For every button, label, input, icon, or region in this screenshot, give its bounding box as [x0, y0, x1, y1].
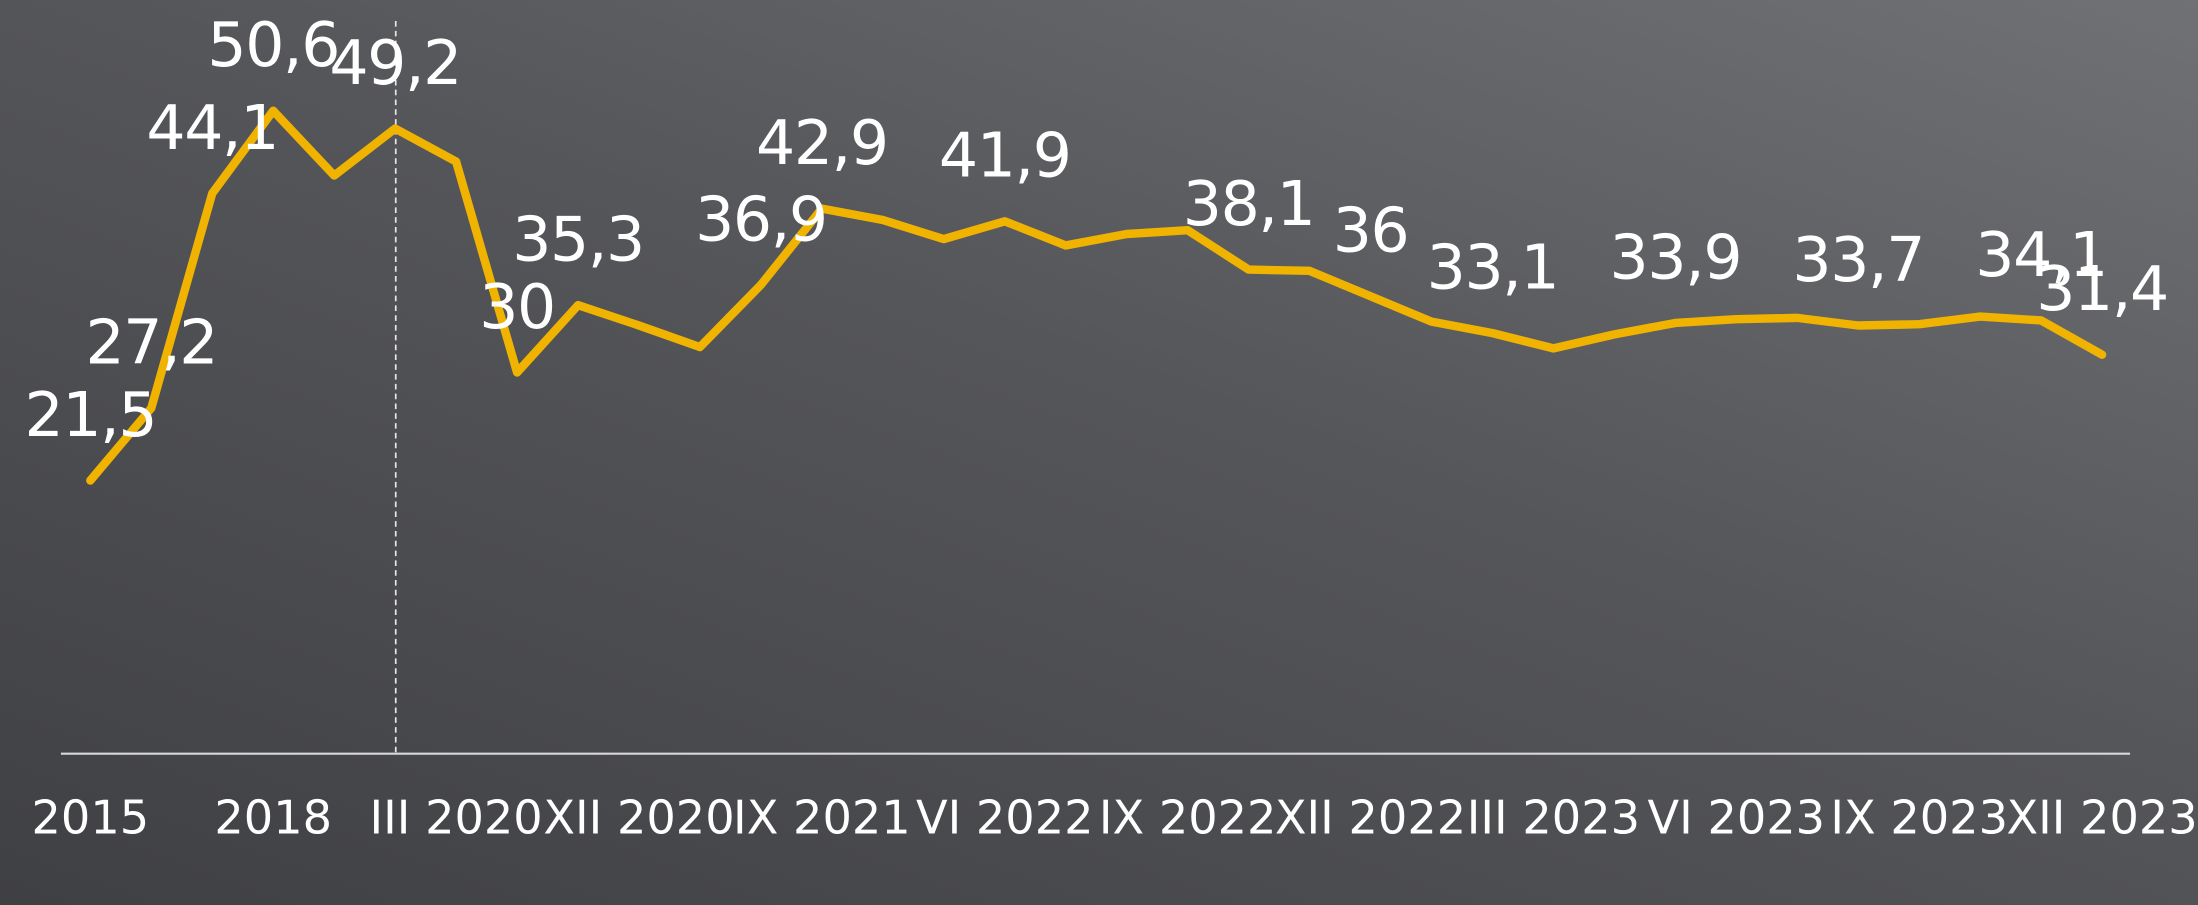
x-tick-label: XII 2020 — [543, 790, 734, 844]
data-label: 38,1 — [1183, 168, 1315, 240]
data-label: 44,1 — [146, 92, 278, 164]
x-tick-label: XII 2023 — [2006, 790, 2197, 844]
data-label: 27,2 — [85, 307, 217, 379]
data-label: 49,2 — [329, 27, 461, 99]
data-label: 31,4 — [2036, 253, 2168, 325]
x-tick-label: III 2020 — [369, 790, 542, 844]
data-label: 34,1 — [1975, 219, 2107, 291]
x-tick-label: IX 2022 — [1099, 790, 1277, 844]
data-label: 36,9 — [695, 183, 827, 255]
data-label: 33,7 — [1792, 224, 1924, 296]
data-label: 30 — [479, 271, 555, 343]
data-label: 21,5 — [25, 379, 157, 451]
x-tick-label: VI 2022 — [916, 790, 1094, 844]
x-tick-label: III 2023 — [1467, 790, 1640, 844]
data-line — [86, 106, 2107, 485]
data-label: 33,1 — [1427, 232, 1559, 304]
x-tick-label: 2015 — [32, 790, 150, 844]
data-label: 41,9 — [939, 120, 1071, 192]
x-tick-label: IX 2021 — [733, 790, 911, 844]
data-label: 36 — [1333, 195, 1409, 267]
x-tick-label: VI 2023 — [1648, 790, 1826, 844]
data-label: 33,9 — [1610, 221, 1742, 293]
x-tick-label: 2018 — [214, 790, 332, 844]
x-tick-label: IX 2023 — [1830, 790, 2008, 844]
data-label: 42,9 — [756, 107, 888, 179]
x-tick-label: XII 2022 — [1275, 790, 1466, 844]
data-label: 35,3 — [512, 204, 644, 276]
data-label: 50,6 — [207, 9, 339, 81]
